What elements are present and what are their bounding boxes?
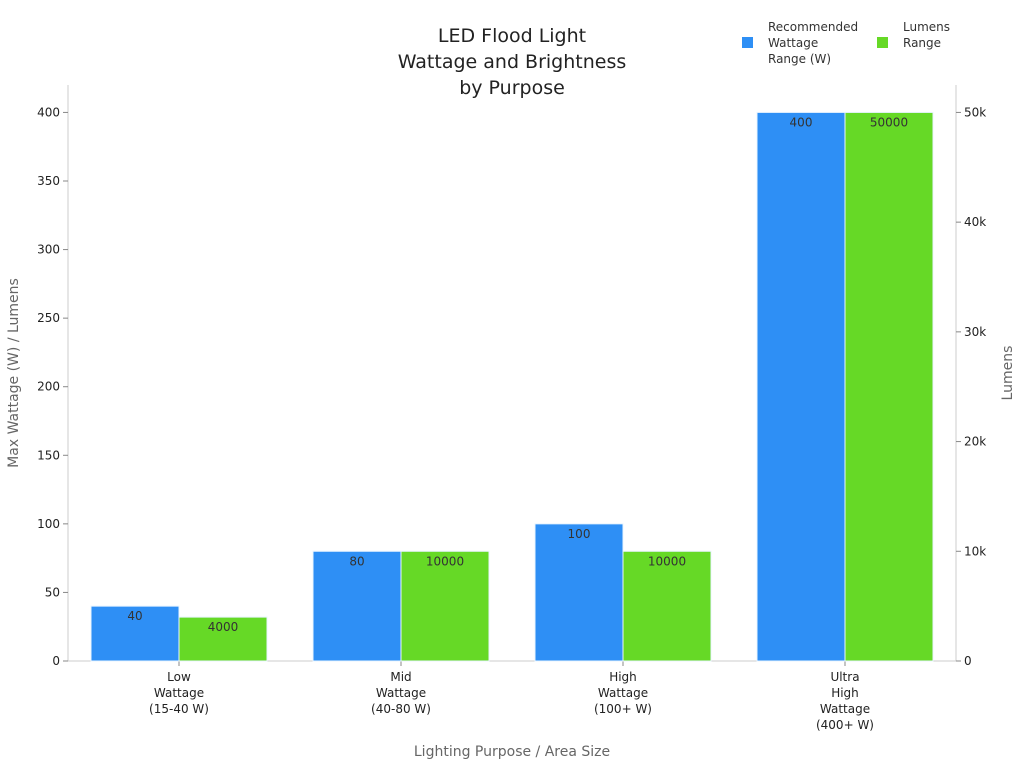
x-tick-label: Wattage (598, 686, 648, 700)
x-tick-label: Wattage (154, 686, 204, 700)
bar-wattage (534, 523, 624, 662)
data-label: 4000 (208, 620, 239, 634)
x-tick-label: High (831, 686, 859, 700)
legend-swatch (742, 37, 753, 48)
legend-label: Recommended (768, 20, 858, 34)
bar-lumens (400, 550, 490, 662)
legend-label: Lumens (903, 20, 950, 34)
data-label: 100 (568, 527, 591, 541)
data-label: 10000 (426, 554, 464, 568)
x-tick-label: (15-40 W) (149, 702, 209, 716)
y-axis-title: Max Wattage (W) / Lumens (6, 278, 22, 468)
legend-swatch (877, 37, 888, 48)
y2-axis-title: Lumens (1000, 346, 1016, 401)
x-tick-label: (100+ W) (594, 702, 652, 716)
bar-wattage (312, 550, 402, 662)
y-tick-label: 100 (37, 517, 60, 531)
x-tick-label: High (609, 670, 637, 684)
y-tick-label: 0 (52, 654, 60, 668)
x-tick-label: Wattage (820, 702, 870, 716)
bar-wattage (90, 605, 180, 662)
y2-tick-label: 0 (964, 654, 972, 668)
y-tick-label: 150 (37, 448, 60, 462)
y-tick-label: 300 (37, 243, 60, 257)
y2-tick-label: 50k (964, 105, 986, 119)
x-tick-label: Ultra (830, 670, 859, 684)
x-tick-label: Wattage (376, 686, 426, 700)
bar-lumens (844, 111, 934, 662)
bar-wattage (756, 111, 846, 662)
data-label: 50000 (870, 115, 908, 129)
x-tick-label: Mid (390, 670, 411, 684)
y2-tick-label: 10k (964, 544, 986, 558)
y2-tick-label: 40k (964, 215, 986, 229)
x-tick-label: (400+ W) (816, 718, 874, 732)
bar-lumens (622, 550, 712, 662)
data-label: 10000 (648, 554, 686, 568)
chart-title: LED Flood Light (438, 25, 586, 47)
legend-label: Wattage (768, 36, 818, 50)
chart-title: by Purpose (459, 77, 565, 99)
x-tick-label: Low (167, 670, 191, 684)
y-tick-label: 200 (37, 380, 60, 394)
y-tick-label: 350 (37, 174, 60, 188)
data-label: 40 (127, 609, 142, 623)
y-tick-label: 50 (45, 585, 60, 599)
y-tick-label: 400 (37, 105, 60, 119)
legend-label: Range (903, 36, 941, 50)
legend-label: Range (W) (768, 52, 831, 66)
data-label: 80 (349, 554, 364, 568)
y2-tick-label: 30k (964, 325, 986, 339)
chart-title: Wattage and Brightness (398, 51, 627, 73)
y2-tick-label: 20k (964, 435, 986, 449)
x-tick-label: (40-80 W) (371, 702, 431, 716)
x-axis-title: Lighting Purpose / Area Size (414, 744, 610, 760)
bar-lumens (178, 616, 268, 662)
y-tick-label: 250 (37, 311, 60, 325)
data-label: 400 (790, 115, 813, 129)
